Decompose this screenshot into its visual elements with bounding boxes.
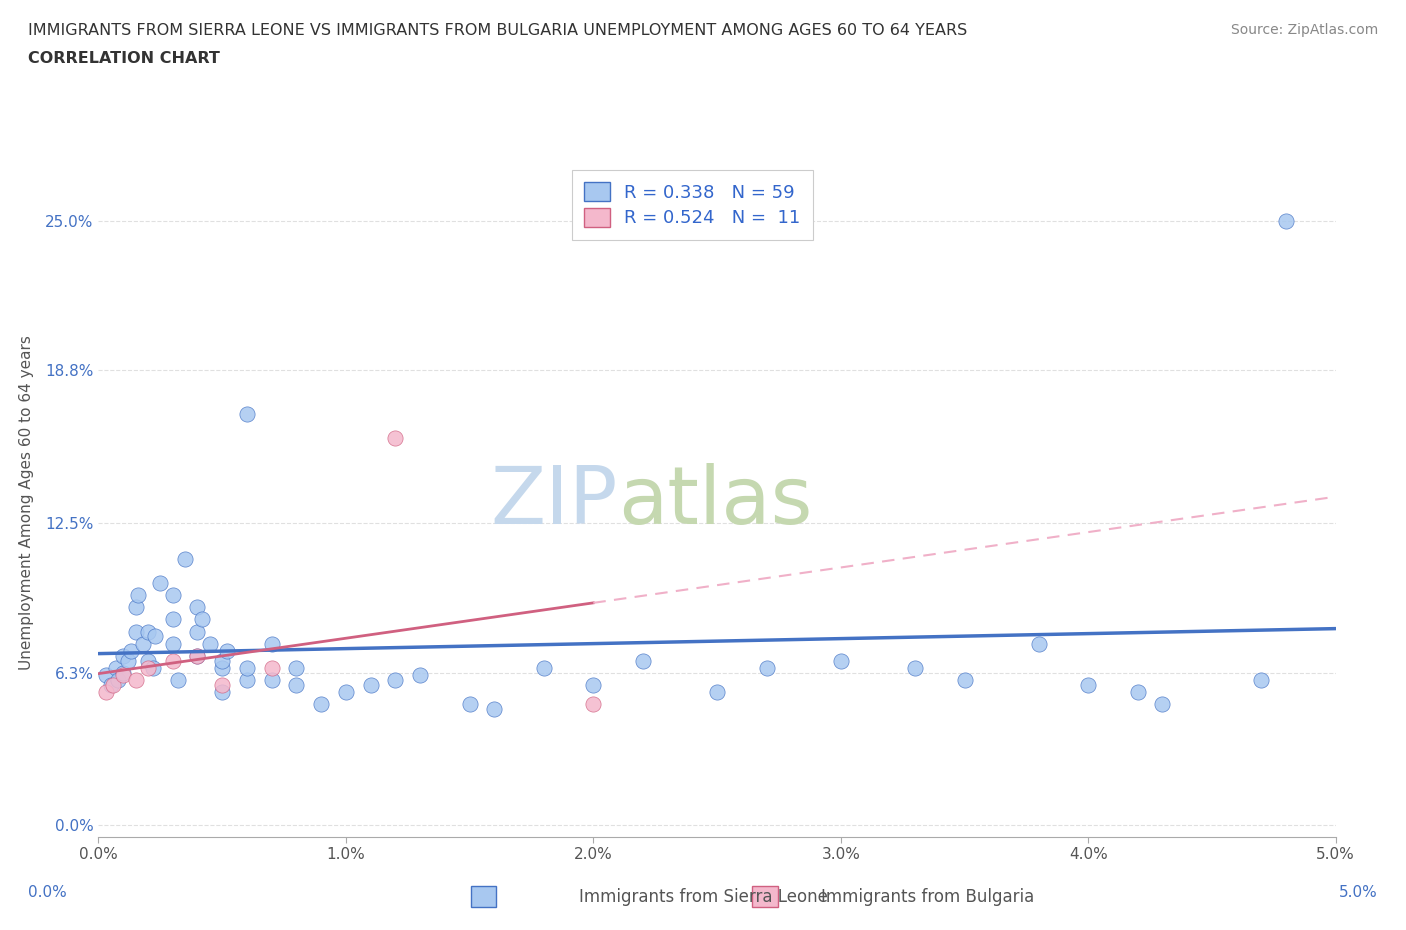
- Point: [217, 644, 239, 658]
- Y-axis label: Unemployment Among Ages 60 to 64 years: Unemployment Among Ages 60 to 64 years: [20, 335, 34, 670]
- Point: [409, 668, 432, 683]
- Point: [162, 588, 184, 603]
- Point: [211, 684, 233, 699]
- Point: [236, 406, 259, 421]
- Point: [1275, 213, 1298, 228]
- Point: [384, 672, 406, 687]
- Point: [260, 636, 283, 651]
- Point: [136, 624, 159, 639]
- Point: [706, 684, 728, 699]
- Point: [211, 677, 233, 692]
- Point: [186, 648, 208, 663]
- Point: [1126, 684, 1149, 699]
- Point: [309, 697, 332, 711]
- Point: [211, 653, 233, 668]
- Text: Immigrants from Sierra Leone: Immigrants from Sierra Leone: [578, 888, 828, 907]
- Point: [236, 660, 259, 675]
- Point: [117, 653, 139, 668]
- Point: [104, 660, 127, 675]
- Point: [1077, 677, 1099, 692]
- Point: [186, 624, 208, 639]
- Point: [124, 624, 146, 639]
- Point: [136, 660, 159, 675]
- Point: [236, 672, 259, 687]
- Point: [360, 677, 382, 692]
- Text: 5.0%: 5.0%: [1339, 885, 1378, 900]
- Point: [136, 653, 159, 668]
- Point: [533, 660, 555, 675]
- Point: [186, 648, 208, 663]
- Point: [211, 660, 233, 675]
- Point: [186, 600, 208, 615]
- Point: [384, 431, 406, 445]
- Point: [953, 672, 976, 687]
- Point: [112, 648, 135, 663]
- Point: [260, 672, 283, 687]
- Legend: R = 0.338   N = 59, R = 0.524   N =  11: R = 0.338 N = 59, R = 0.524 N = 11: [572, 170, 813, 240]
- Point: [143, 629, 166, 644]
- Point: [132, 636, 155, 651]
- Point: [166, 672, 188, 687]
- Text: Immigrants from Bulgaria: Immigrants from Bulgaria: [821, 888, 1035, 907]
- Bar: [471, 886, 496, 907]
- Point: [94, 668, 117, 683]
- Point: [191, 612, 214, 627]
- Text: 0.0%: 0.0%: [28, 885, 67, 900]
- Point: [120, 644, 142, 658]
- Text: atlas: atlas: [619, 463, 813, 541]
- Point: [149, 576, 172, 591]
- Point: [484, 701, 506, 716]
- Point: [162, 612, 184, 627]
- Point: [260, 660, 283, 675]
- Point: [1250, 672, 1272, 687]
- Point: [755, 660, 778, 675]
- Point: [112, 665, 135, 680]
- Point: [458, 697, 481, 711]
- Point: [162, 636, 184, 651]
- Point: [103, 677, 125, 692]
- Point: [198, 636, 221, 651]
- Point: [124, 672, 146, 687]
- Point: [904, 660, 927, 675]
- Point: [1028, 636, 1050, 651]
- Text: Source: ZipAtlas.com: Source: ZipAtlas.com: [1230, 23, 1378, 37]
- Point: [124, 600, 146, 615]
- Point: [142, 660, 165, 675]
- Point: [112, 668, 135, 683]
- Point: [107, 672, 129, 687]
- Text: IMMIGRANTS FROM SIERRA LEONE VS IMMIGRANTS FROM BULGARIA UNEMPLOYMENT AMONG AGES: IMMIGRANTS FROM SIERRA LEONE VS IMMIGRAN…: [28, 23, 967, 38]
- Bar: [752, 886, 778, 907]
- Point: [162, 653, 184, 668]
- Point: [100, 677, 122, 692]
- Text: ZIP: ZIP: [491, 463, 619, 541]
- Point: [285, 677, 308, 692]
- Point: [127, 588, 149, 603]
- Point: [631, 653, 654, 668]
- Text: CORRELATION CHART: CORRELATION CHART: [28, 51, 219, 66]
- Point: [335, 684, 357, 699]
- Point: [582, 697, 605, 711]
- Point: [174, 551, 197, 566]
- Point: [285, 660, 308, 675]
- Point: [94, 684, 117, 699]
- Point: [582, 677, 605, 692]
- Point: [1152, 697, 1174, 711]
- Point: [830, 653, 852, 668]
